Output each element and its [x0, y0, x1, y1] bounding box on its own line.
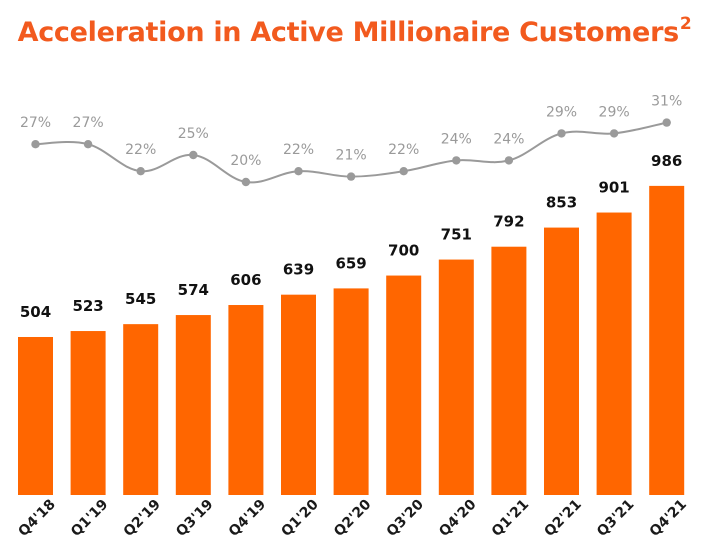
line-point: [189, 150, 198, 160]
x-tick-label: Q2'20: [331, 496, 375, 540]
line-point: [557, 129, 566, 138]
x-tick-label: Q4'18: [15, 497, 58, 540]
line-value-label: 25%: [178, 126, 209, 142]
bar: [386, 275, 422, 495]
bar-value-label: 700: [388, 242, 419, 260]
bar: [18, 336, 53, 495]
bar: [596, 212, 632, 495]
bar-value-label: 574: [178, 281, 209, 299]
bar: [70, 331, 106, 495]
bar: [123, 324, 159, 495]
line-point: [399, 167, 408, 176]
line-point: [609, 129, 619, 138]
bar-value-label: 751: [441, 226, 472, 244]
line-value-label: 24%: [441, 131, 472, 147]
x-tick-label: Q1'20: [278, 496, 322, 540]
line-value-label: 22%: [125, 142, 156, 158]
line-point: [83, 140, 93, 149]
x-axis-ticks: Q4'18 Q1'19 Q2'19 Q3'19 Q4'19 Q1'20 Q2'20 Q3'20…: [15, 496, 690, 540]
bar-value-label: 504: [20, 303, 51, 321]
line-value-label: 22%: [283, 142, 314, 158]
bar-value-label: 659: [335, 254, 366, 272]
bar-value-label: 545: [125, 290, 156, 308]
line-point: [241, 177, 251, 187]
line-value-label: 31%: [651, 94, 682, 110]
bar-value-label: 901: [598, 179, 629, 197]
x-tick-label: Q4'20: [436, 496, 480, 540]
line-value-label: 24%: [493, 131, 524, 147]
bar-group: 504 523 545 574 606 639 659 700 751 792 853 901 986: [18, 152, 685, 495]
line-value-label: 27%: [20, 115, 51, 131]
bar: [333, 288, 369, 495]
chart-title: Acceleration in Active Millionaire Custo…: [0, 14, 709, 48]
title-footnote-marker: 2: [679, 14, 692, 34]
x-tick-label: Q2'21: [541, 497, 584, 540]
line-point: [504, 156, 514, 165]
bar-value-label: 606: [230, 271, 261, 289]
line-point: [452, 156, 461, 165]
bar-value-label: 523: [72, 297, 103, 315]
line-value-label: 21%: [336, 148, 367, 164]
line-value-label: 29%: [599, 104, 630, 120]
x-tick-label: Q2'19: [121, 497, 164, 540]
bar-value-label: 639: [283, 261, 314, 279]
bar-value-label: 792: [493, 213, 524, 231]
bar: [491, 246, 527, 495]
bar: [544, 227, 579, 495]
chart-title-text: Acceleration in Active Millionaire Custo…: [17, 17, 680, 48]
x-tick-label: Q3'21: [594, 497, 637, 540]
line-point: [294, 167, 303, 176]
line-point: [31, 140, 40, 149]
line-point: [346, 172, 356, 181]
x-tick-label: Q1'19: [68, 497, 111, 540]
bar: [281, 294, 316, 495]
bar: [175, 315, 211, 495]
bar: [228, 305, 264, 495]
bar: [438, 259, 474, 495]
bar: [649, 185, 685, 495]
bar-value-label: 853: [546, 194, 577, 212]
bar-value-label: 986: [651, 152, 682, 170]
x-tick-label: Q3'19: [173, 497, 216, 540]
x-tick-label: Q1'21: [489, 497, 532, 540]
x-tick-label: Q4'19: [226, 497, 269, 540]
line-value-label: 22%: [388, 142, 419, 158]
line-point: [136, 167, 145, 176]
line-series-group: 27% 27% 22% 25% 20% 22% 21% 22% 24% 24% 29% 29% 31%: [20, 94, 682, 187]
x-tick-label: Q3'20: [384, 496, 428, 540]
x-tick-label: Q4'21: [647, 497, 690, 540]
line-value-label: 27%: [73, 115, 104, 131]
line-value-label: 20%: [230, 153, 261, 169]
line-point: [662, 118, 671, 127]
line-value-label: 29%: [546, 104, 577, 120]
